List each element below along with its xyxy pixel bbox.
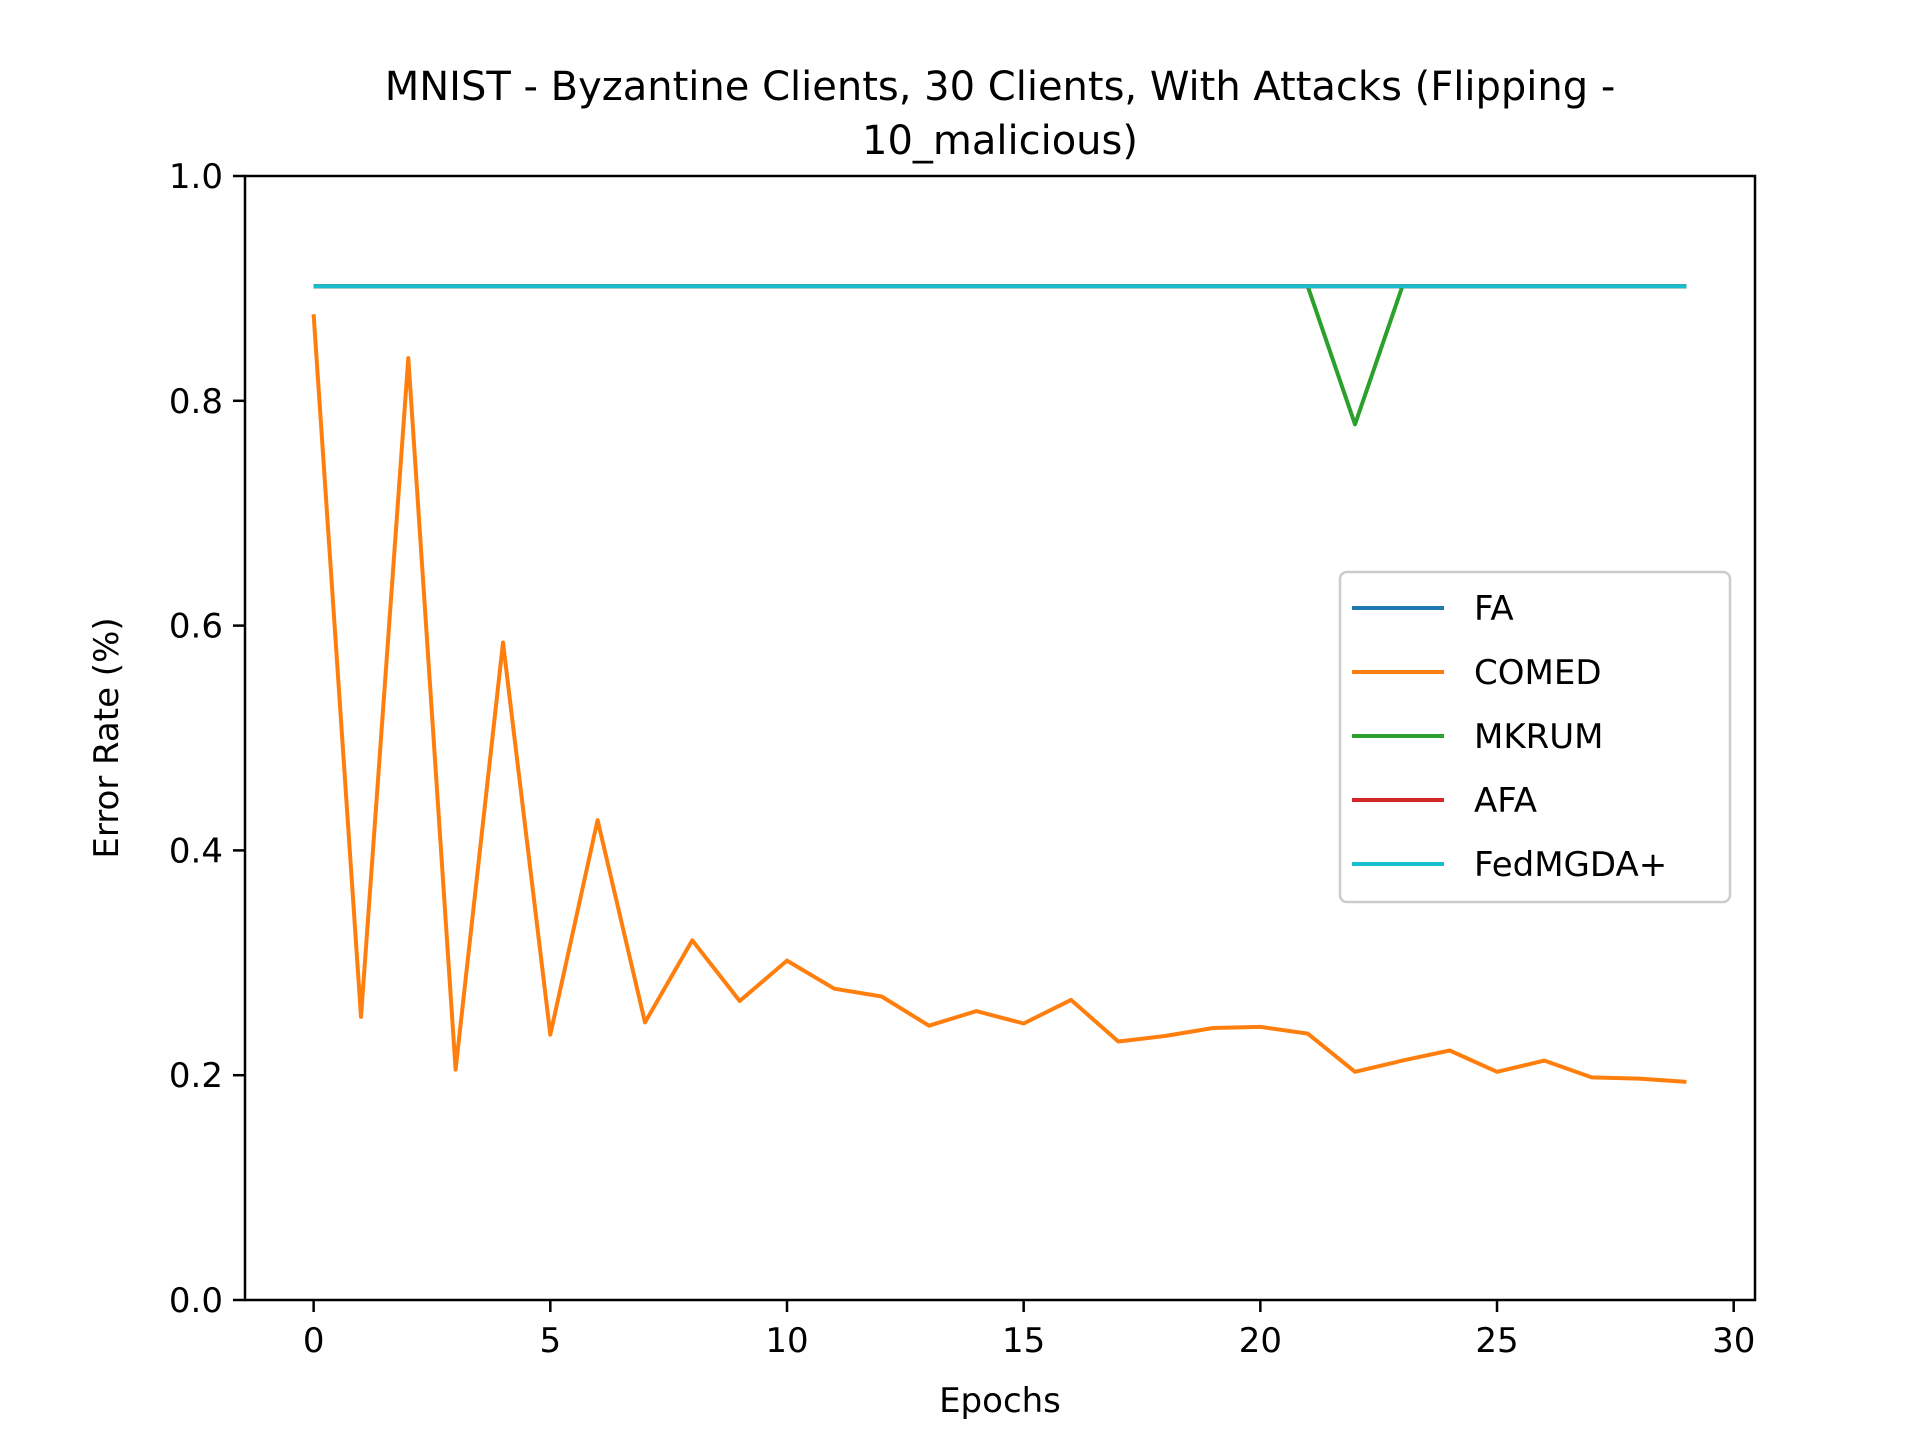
y-tick-label: 1.0: [169, 157, 223, 197]
x-tick-label: 30: [1712, 1321, 1755, 1361]
x-axis-title: Epochs: [939, 1381, 1061, 1421]
x-tick-label: 5: [539, 1321, 561, 1361]
chart-title-line-2: 10_malicious): [862, 118, 1138, 164]
series-line-comed: [311, 314, 1687, 1084]
y-tick-label: 0.0: [169, 1281, 223, 1321]
series-layer: [311, 284, 1687, 1084]
legend: FA COMED MKRUM AFA FedMGDA+: [1338, 570, 1732, 904]
y-tick-label: 0.6: [169, 607, 223, 647]
y-tick-label: 0.2: [169, 1056, 223, 1096]
x-tick-label: 20: [1239, 1321, 1282, 1361]
y-tick-label: 0.4: [169, 831, 223, 871]
x-tick-label: 15: [1002, 1321, 1045, 1361]
chart-title-line-1: MNIST - Byzantine Clients, 30 Clients, W…: [385, 64, 1616, 110]
legend-label: FA: [1474, 589, 1514, 629]
y-axis-title: Error Rate (%): [87, 617, 127, 858]
x-tick-label: 0: [303, 1321, 325, 1361]
x-tick-label: 25: [1475, 1321, 1518, 1361]
legend-label: FedMGDA+: [1474, 845, 1667, 885]
y-tick-label: 0.8: [169, 382, 223, 422]
legend-box: [1338, 570, 1732, 904]
plot-frame: [243, 174, 1757, 1302]
legend-label: MKRUM: [1474, 717, 1603, 757]
legend-label: AFA: [1474, 781, 1537, 821]
x-tick-label: 10: [765, 1321, 808, 1361]
ticks-layer: 0 5 10 15 20 25 30 0.0 0.2 0.4 0.6 0.8 1.0: [169, 157, 1755, 1361]
legend-label: COMED: [1474, 653, 1602, 693]
